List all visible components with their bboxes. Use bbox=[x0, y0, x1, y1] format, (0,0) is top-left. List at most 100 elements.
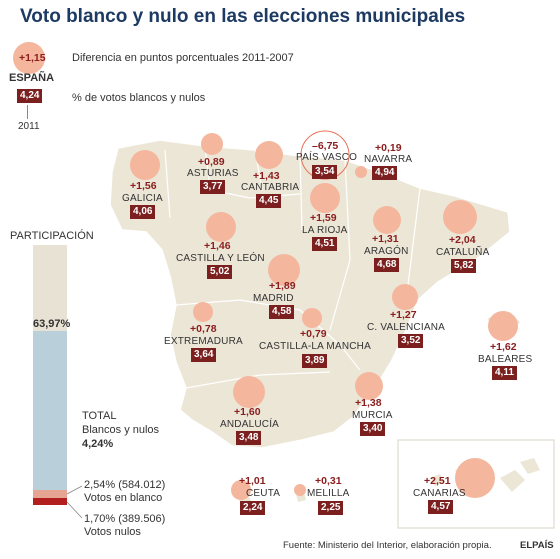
change-cantabria: +1,43 bbox=[253, 170, 280, 182]
value-madrid: 4,58 bbox=[269, 305, 295, 319]
participation-bar-fill bbox=[33, 331, 67, 490]
bubble-melilla bbox=[294, 484, 306, 496]
name-madrid: MADRID bbox=[253, 293, 294, 304]
value-murcia: 3,40 bbox=[360, 422, 386, 436]
value-galicia: 4,06 bbox=[130, 205, 156, 219]
value-navarra: 4,94 bbox=[372, 166, 398, 180]
page-title: Voto blanco y nulo en las elecciones mun… bbox=[20, 6, 466, 27]
name-castilla-y-leon: CASTILLA Y LEÓN bbox=[176, 253, 265, 264]
value-canarias: 4,57 bbox=[428, 500, 454, 514]
legend-year: 2011 bbox=[18, 121, 40, 132]
bubble-baleares bbox=[488, 311, 518, 341]
value-cataluna: 5,82 bbox=[451, 259, 477, 273]
bubble-aragon bbox=[373, 206, 401, 234]
change-canarias: +2,51 bbox=[424, 475, 451, 487]
name-asturias: ASTURIAS bbox=[187, 168, 239, 179]
change-ceuta: +1,01 bbox=[239, 475, 266, 487]
name-cantabria: CANTABRIA bbox=[241, 182, 300, 193]
bubble-navarra bbox=[355, 166, 367, 178]
legend-bubble-desc: Diferencia en puntos porcentuales 2011-2… bbox=[72, 52, 294, 64]
legend-bubble bbox=[13, 42, 45, 74]
name-galicia: GALICIA bbox=[122, 193, 163, 204]
bubble-ceuta bbox=[231, 480, 251, 500]
bubble-madrid bbox=[268, 254, 300, 286]
value-baleares: 4,11 bbox=[492, 366, 517, 380]
change-la-rioja: +1,59 bbox=[310, 212, 337, 224]
value-ceuta: 2,24 bbox=[240, 501, 266, 515]
change-pais-vasco: –6,75 bbox=[312, 140, 339, 152]
null-label: Votos nulos bbox=[84, 526, 141, 538]
bubble-la-rioja bbox=[310, 183, 340, 213]
bubble-c-valenciana bbox=[392, 284, 418, 310]
value-melilla: 2,25 bbox=[318, 501, 344, 515]
participation-leader-blank bbox=[66, 485, 83, 495]
legend-bubble-value: +1,15 bbox=[19, 52, 46, 64]
name-pais-vasco: PAÍS VASCO bbox=[296, 152, 358, 163]
change-aragon: +1,31 bbox=[372, 233, 399, 245]
participation-value: 63,97% bbox=[33, 318, 71, 330]
change-murcia: +1,38 bbox=[355, 397, 382, 409]
canarias-shape bbox=[430, 458, 540, 492]
total-value: 4,24% bbox=[82, 438, 114, 450]
name-canarias: CANARIAS bbox=[413, 488, 466, 499]
pais-vasco-ring bbox=[300, 130, 350, 180]
name-baleares: BALEARES bbox=[478, 354, 533, 365]
total-label: TOTAL bbox=[82, 410, 117, 422]
blank-label: Votos en blanco bbox=[84, 492, 163, 504]
brand-logo: ELPAÍS bbox=[520, 540, 554, 551]
total-sub: Blancos y nulos bbox=[82, 424, 160, 436]
change-galicia: +1,56 bbox=[130, 180, 157, 192]
value-andalucia: 3,48 bbox=[236, 431, 262, 445]
change-baleares: +1,62 bbox=[490, 341, 517, 353]
change-cataluna: +2,04 bbox=[449, 234, 476, 246]
value-pais-vasco: 3,54 bbox=[312, 165, 338, 179]
null-value: 1,70% (389.506) bbox=[84, 513, 166, 525]
change-asturias: +0,89 bbox=[198, 156, 225, 168]
name-castilla-la-mancha: CASTILLA-LA MANCHA bbox=[259, 341, 371, 352]
name-melilla: MELILLA bbox=[307, 488, 350, 499]
name-ceuta: CEUTA bbox=[246, 488, 281, 499]
change-extremadura: +0,78 bbox=[190, 323, 217, 335]
change-castilla-y-leon: +1,46 bbox=[204, 240, 231, 252]
name-la-rioja: LA RIOJA bbox=[302, 225, 348, 236]
bubble-castilla-y-leon bbox=[206, 212, 236, 242]
bubble-galicia bbox=[130, 150, 160, 180]
participation-title: PARTICIPACIÓN bbox=[10, 230, 94, 242]
legend-value-box: 4,24 bbox=[17, 89, 43, 103]
bubble-castilla-la-mancha bbox=[302, 308, 322, 328]
legend-year-tick bbox=[27, 105, 28, 119]
value-castilla-la-mancha: 3,89 bbox=[302, 354, 328, 368]
bubble-asturias bbox=[201, 133, 223, 155]
value-c-valenciana: 3,52 bbox=[398, 334, 424, 348]
bubble-andalucia bbox=[233, 376, 265, 408]
change-madrid: +1,89 bbox=[269, 280, 296, 292]
blank-value: 2,54% (584.012) bbox=[84, 479, 166, 491]
change-melilla: +0,31 bbox=[315, 475, 342, 487]
participation-blank-bar bbox=[33, 490, 67, 498]
value-castilla-y-leon: 5,02 bbox=[207, 265, 233, 279]
source-note: Fuente: Ministerio del Interior, elabora… bbox=[283, 540, 492, 551]
name-murcia: MURCIA bbox=[352, 410, 393, 421]
participation-leader-null bbox=[66, 501, 83, 519]
peninsula-shape bbox=[109, 139, 511, 449]
bubble-cantabria bbox=[255, 141, 283, 169]
value-extremadura: 3,64 bbox=[191, 348, 217, 362]
bubble-canarias bbox=[455, 458, 495, 498]
value-aragon: 4,68 bbox=[374, 258, 400, 272]
name-c-valenciana: C. VALENCIANA bbox=[367, 322, 445, 333]
legend-box-desc: % de votos blancos y nulos bbox=[72, 92, 206, 104]
change-andalucia: +1,60 bbox=[234, 406, 261, 418]
canarias-inset bbox=[397, 439, 555, 529]
name-navarra: NAVARRA bbox=[364, 154, 413, 165]
name-andalucia: ANDALUCÍA bbox=[220, 419, 280, 430]
bubble-cataluna bbox=[443, 200, 477, 234]
value-la-rioja: 4,51 bbox=[312, 237, 338, 251]
bubble-extremadura bbox=[193, 302, 213, 322]
change-castilla-la-mancha: +0,79 bbox=[300, 328, 327, 340]
change-c-valenciana: +1,27 bbox=[390, 309, 417, 321]
value-asturias: 3,77 bbox=[200, 180, 226, 194]
value-cantabria: 4,45 bbox=[256, 194, 282, 208]
name-cataluna: CATALUÑA bbox=[436, 247, 490, 258]
change-navarra: +0,19 bbox=[375, 142, 402, 154]
